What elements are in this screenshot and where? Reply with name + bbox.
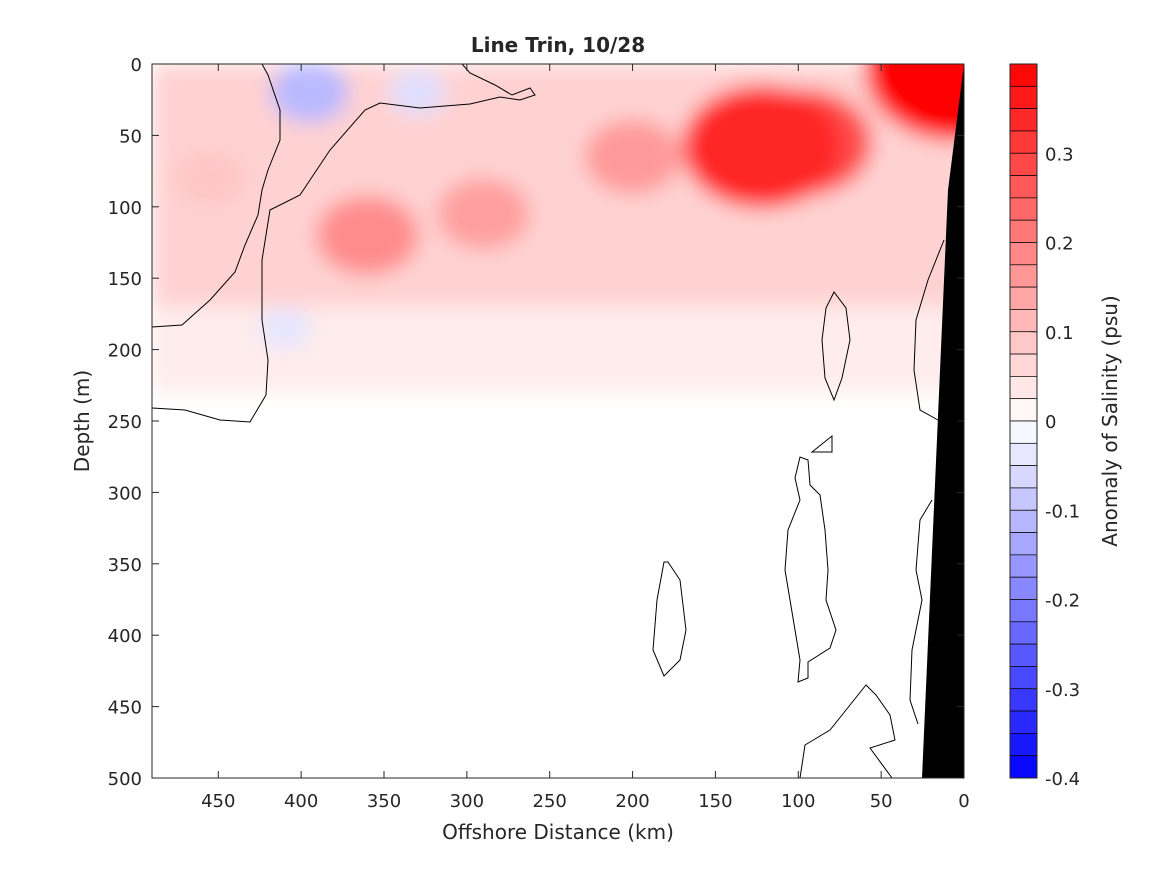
colorbar-tick-label: 0.1 xyxy=(1045,323,1074,344)
x-tick-label: 250 xyxy=(533,791,567,812)
colorbar-tick-label: 0.3 xyxy=(1045,144,1074,165)
colorbar-swatch xyxy=(1009,130,1038,154)
colorbar-swatch xyxy=(1009,666,1038,690)
x-tick-label: 300 xyxy=(450,791,484,812)
y-tick-label: 50 xyxy=(119,126,142,147)
colorbar-tick-label: -0.1 xyxy=(1045,501,1080,522)
colorbar-ticks: 0.3 0.2 0.1 0 -0.1 -0.2 -0.3 -0.4 xyxy=(1031,144,1080,790)
colorbar-swatch xyxy=(1009,331,1038,355)
y-tick-label: 200 xyxy=(108,341,142,362)
colorbar-swatch xyxy=(1009,710,1038,734)
y-tick-label: 400 xyxy=(108,626,142,647)
y-tick-label: 100 xyxy=(108,198,142,219)
y-axis-label: Depth (m) xyxy=(70,370,94,472)
zero-contour xyxy=(152,64,536,423)
zero-contour xyxy=(152,64,281,328)
colorbar-swatch xyxy=(1009,576,1038,600)
colorbar-swatch xyxy=(1009,353,1038,377)
anomaly-patch xyxy=(315,195,419,276)
land-mask xyxy=(922,64,964,778)
colorbar-swatch xyxy=(1009,532,1038,556)
x-axis-label: Offshore Distance (km) xyxy=(442,820,674,844)
y-tick-label: 0 xyxy=(131,55,142,76)
zero-contour xyxy=(913,239,945,421)
zero-contour xyxy=(652,561,687,677)
anomaly-patch xyxy=(682,85,842,209)
anomaly-patch xyxy=(270,64,349,123)
colorbar-tick-label: -0.3 xyxy=(1045,680,1080,701)
colorbar-swatch xyxy=(1009,309,1038,333)
anomaly-patch xyxy=(257,307,312,349)
colorbar-label: Anomaly of Salinity (psu) xyxy=(1098,295,1122,546)
colorbar-tick-label: 0 xyxy=(1045,412,1056,433)
anomaly-field xyxy=(152,64,964,393)
colorbar-swatch xyxy=(1009,219,1038,243)
colorbar-tick-label: -0.4 xyxy=(1045,769,1080,790)
anomaly-patch xyxy=(388,70,446,115)
y-tick-label: 300 xyxy=(108,483,142,504)
colorbar-swatch xyxy=(1009,398,1038,422)
anomaly-patch xyxy=(865,64,964,141)
colorbar-swatch xyxy=(1009,465,1038,489)
y-axis: 0 50 100 150 200 250 300 350 400 450 500 xyxy=(108,55,964,790)
x-tick-label: 0 xyxy=(958,791,969,812)
colorbar-swatch xyxy=(1009,688,1038,712)
y-tick-label: 350 xyxy=(108,555,142,576)
y-tick-label: 250 xyxy=(108,412,142,433)
colorbar-swatch xyxy=(1009,733,1038,757)
zero-contour xyxy=(810,434,833,453)
colorbar-swatch xyxy=(1009,643,1038,667)
colorbar-swatch xyxy=(1009,197,1038,221)
x-axis: 450 400 350 300 250 200 150 100 50 0 xyxy=(201,64,970,812)
zero-contour xyxy=(821,291,851,402)
y-tick-label: 500 xyxy=(108,769,142,790)
colorbar-swatch xyxy=(1009,63,1038,87)
colorbar-swatch xyxy=(1009,509,1038,533)
colorbar-swatch xyxy=(1009,175,1038,199)
colorbar-swatch xyxy=(1009,442,1038,466)
zero-contour xyxy=(909,499,933,725)
y-tick-label: 150 xyxy=(108,269,142,290)
x-tick-label: 450 xyxy=(201,791,235,812)
colorbar-swatch xyxy=(1009,755,1038,779)
x-tick-label: 100 xyxy=(781,791,815,812)
colorbar-swatch xyxy=(1009,420,1038,444)
colorbar-swatch xyxy=(1009,108,1038,132)
x-tick-label: 400 xyxy=(284,791,318,812)
colorbar-swatch xyxy=(1009,286,1038,310)
colorbar-swatch xyxy=(1009,264,1038,288)
colorbar: 0.3 0.2 0.1 0 -0.1 -0.2 -0.3 -0.4 xyxy=(1009,63,1080,790)
plot-area: 450 400 350 300 250 200 150 100 50 0 050100150200… xyxy=(108,55,970,812)
colorbar-swatch xyxy=(1009,152,1038,176)
colorbar-swatch xyxy=(1009,242,1038,266)
colorbar-swatch xyxy=(1009,487,1038,511)
colorbar-swatch xyxy=(1009,554,1038,578)
colorbar-swatch xyxy=(1009,85,1038,109)
colorbar-swatch xyxy=(1009,599,1038,623)
y-tick-label: 450 xyxy=(108,698,142,719)
zero-contour xyxy=(784,456,837,683)
chart-title: Line Trin, 10/28 xyxy=(471,33,645,57)
colorbar-swatch xyxy=(1009,621,1038,645)
colorbar-tick-label: -0.2 xyxy=(1045,591,1080,612)
x-tick-label: 50 xyxy=(870,791,893,812)
zero-contours xyxy=(152,64,945,778)
x-tick-label: 350 xyxy=(367,791,401,812)
x-tick-label: 150 xyxy=(698,791,732,812)
anomaly-patch xyxy=(174,150,246,206)
zero-contour xyxy=(799,684,896,778)
anomaly-patch xyxy=(584,119,681,194)
colorbar-tick-label: 0.2 xyxy=(1045,234,1074,255)
anomaly-patch xyxy=(437,178,530,250)
colorbar-swatches xyxy=(1009,63,1038,779)
colorbar-swatch xyxy=(1009,376,1038,400)
x-tick-label: 200 xyxy=(615,791,649,812)
